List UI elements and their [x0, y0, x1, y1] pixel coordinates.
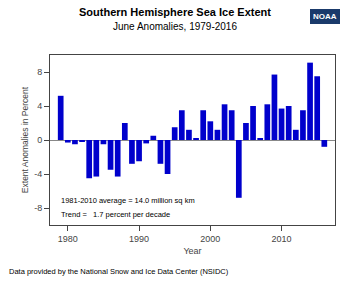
- svg-text:Southern Hemisphere Sea Ice Ex: Southern Hemisphere Sea Ice ExtentJune A…: [79, 6, 271, 32]
- svg-text:Data provided by the National: Data provided by the National Snow and I…: [9, 267, 229, 276]
- svg-text:NOAA: NOAA: [313, 12, 337, 21]
- svg-text:2000: 2000: [200, 234, 220, 244]
- svg-text:4: 4: [37, 101, 42, 111]
- svg-text:-8: -8: [34, 203, 42, 213]
- svg-text:0: 0: [37, 135, 42, 145]
- svg-text:Trend = 1.7 percent per deca: Trend = 1.7 percent per decade: [61, 210, 170, 219]
- svg-text:Extent Anomalies in Percent: Extent Anomalies in Percent: [20, 86, 30, 193]
- svg-text:1980: 1980: [58, 234, 78, 244]
- svg-text:2010: 2010: [272, 234, 292, 244]
- svg-text:1981-2010 average = 14.0 milli: 1981-2010 average = 14.0 million sq km: [61, 196, 195, 205]
- svg-text:8: 8: [37, 67, 42, 77]
- svg-text:Year: Year: [183, 246, 201, 256]
- svg-text:1990: 1990: [129, 234, 149, 244]
- svg-text:-4: -4: [34, 169, 42, 179]
